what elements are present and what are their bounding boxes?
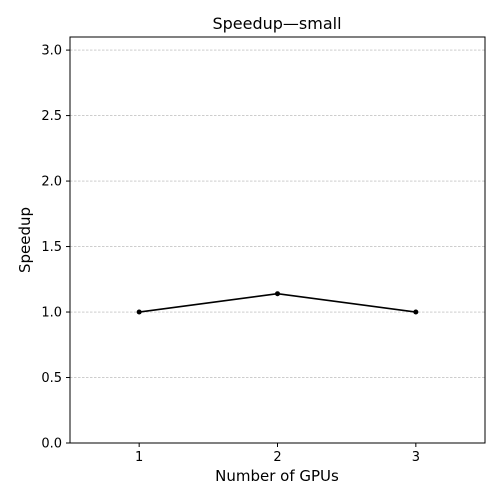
data-point [275, 291, 280, 297]
plot-frame [69, 36, 486, 444]
y-tick-label: 0.0 [41, 437, 62, 452]
y-axis: 0.0 0.5 1.0 1.5 2.0 2.5 3.0 [41, 44, 70, 452]
data-point [413, 309, 419, 315]
x-axis: 1 2 3 [135, 443, 420, 465]
data-point [136, 309, 142, 315]
chart-title: Speedup—small [212, 14, 341, 33]
series-layer [136, 291, 419, 315]
series-line [139, 292, 416, 313]
grid-lines [70, 49, 485, 444]
y-tick-label: 2.5 [41, 109, 62, 124]
y-tick-label: 2.0 [41, 175, 62, 190]
x-tick-label: 1 [135, 450, 143, 465]
x-tick-label: 2 [273, 450, 281, 465]
y-axis-label: Speedup [16, 207, 34, 273]
x-axis-label: Number of GPUs [215, 467, 339, 485]
x-tick-label: 3 [412, 450, 420, 465]
y-tick-label: 1.0 [41, 306, 62, 321]
y-tick-label: 1.5 [41, 240, 62, 255]
y-tick-label: 0.5 [41, 371, 62, 386]
y-tick-label: 3.0 [41, 44, 62, 59]
